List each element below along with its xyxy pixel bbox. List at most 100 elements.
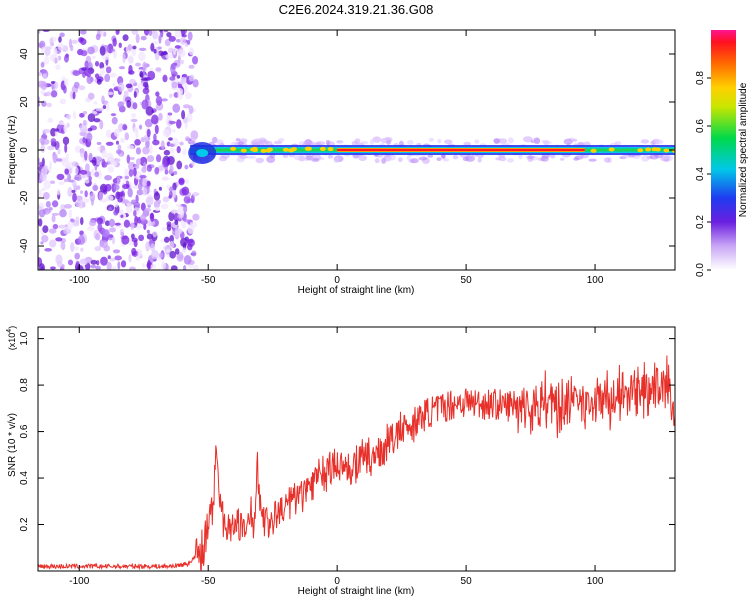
noise-blob [182, 264, 187, 270]
noise-blob [62, 136, 70, 145]
noise-blob [168, 35, 176, 42]
noise-blob [162, 74, 168, 83]
halo-blob [246, 155, 257, 159]
noise-blob [63, 125, 68, 133]
noise-blob [163, 149, 171, 156]
hotspot [282, 147, 289, 152]
noise-blob [105, 129, 112, 139]
noise-blob [137, 182, 143, 190]
noise-blob [63, 178, 68, 183]
noise-blob [94, 246, 102, 252]
noise-blob [107, 255, 111, 260]
noise-blob [140, 202, 146, 212]
noise-blob [117, 144, 122, 151]
noise-blob [126, 145, 135, 150]
snr-y-tick-label: 0.2 [19, 517, 30, 531]
noise-blob [168, 137, 173, 141]
noise-blob [122, 183, 130, 190]
hotspot [590, 148, 597, 153]
noise-blob [170, 209, 178, 214]
noise-blob [73, 81, 80, 89]
noise-blob [138, 51, 146, 62]
spectrogram-y-ticks: -40 -20 0 20 40 [19, 48, 675, 253]
noise-blob [40, 61, 45, 68]
noise-blob [174, 248, 180, 255]
noise-blob [50, 90, 58, 98]
noise-blob [88, 176, 92, 182]
noise-blob [146, 259, 151, 270]
noise-blob [122, 94, 127, 105]
noise-blob [56, 188, 61, 196]
noise-blob [104, 73, 111, 83]
noise-blob [47, 145, 55, 151]
noise-blob [150, 212, 155, 222]
noise-blob [38, 263, 45, 270]
noise-blob [71, 189, 76, 194]
noise-blob [193, 264, 199, 270]
noise-blob [179, 141, 184, 146]
noise-blob [169, 147, 175, 154]
noise-blob [113, 209, 119, 216]
noise-blob [87, 226, 95, 231]
noise-blob [90, 259, 98, 265]
hotspot [608, 147, 615, 152]
noise-blob [87, 113, 96, 123]
noise-blob [58, 121, 65, 126]
noise-blob [153, 133, 157, 142]
noise-blob [118, 82, 125, 92]
noise-blob [133, 91, 137, 99]
hotspot [319, 146, 326, 151]
spectrogram-y-tick-label: 40 [19, 48, 30, 60]
noise-blob [108, 207, 112, 211]
noise-blob [101, 95, 105, 105]
noise-blob [150, 243, 156, 252]
noise-blob [38, 161, 44, 167]
noise-blob [52, 153, 58, 164]
snr-y-tick-label: 1.0 [19, 331, 30, 345]
noise-blob [124, 132, 130, 141]
noise-blob [177, 90, 184, 100]
spectrogram-y-tick-label: 20 [19, 96, 30, 108]
halo-blob [406, 155, 412, 161]
snr-x-tick-label: 100 [587, 576, 604, 587]
noise-blob [64, 168, 69, 175]
hotspot [645, 147, 652, 152]
noise-blob [187, 31, 193, 41]
noise-blob [57, 42, 64, 51]
spectrogram-x-tick-label: 50 [461, 275, 473, 286]
noise-blob [184, 92, 192, 100]
noise-blob [82, 198, 90, 204]
noise-blob [157, 46, 162, 50]
noise-blob [139, 70, 144, 78]
noise-blob [79, 123, 88, 134]
noise-blob [177, 49, 186, 58]
noise-blob [95, 233, 101, 241]
noise-blob [87, 92, 95, 100]
noise-blob [158, 186, 163, 191]
noise-blob [161, 226, 166, 232]
noise-blob [50, 138, 57, 145]
noise-blob [162, 177, 169, 181]
noise-blob [107, 91, 114, 96]
noise-blob [80, 190, 84, 195]
noise-blob [126, 202, 132, 206]
noise-blob [168, 191, 173, 198]
noise-blob [126, 154, 131, 164]
noise-blob [163, 236, 170, 243]
noise-blob [139, 174, 147, 179]
halo-blob [443, 139, 453, 145]
noise-blob [41, 165, 48, 176]
noise-blob [133, 210, 137, 217]
noise-blob [164, 38, 171, 47]
noise-blob [121, 235, 130, 245]
snr-panel: -100 -50 0 50 100 0.2 0.4 0.6 0.8 1.0 Height of … [6, 326, 676, 597]
noise-blob [116, 30, 120, 35]
noise-blob [192, 55, 199, 65]
noise-blob [144, 207, 152, 212]
noise-blob [86, 75, 93, 85]
noise-blob [184, 164, 189, 170]
halo-blob [293, 155, 304, 161]
noise-blob [72, 180, 77, 189]
noise-blob [145, 106, 154, 116]
